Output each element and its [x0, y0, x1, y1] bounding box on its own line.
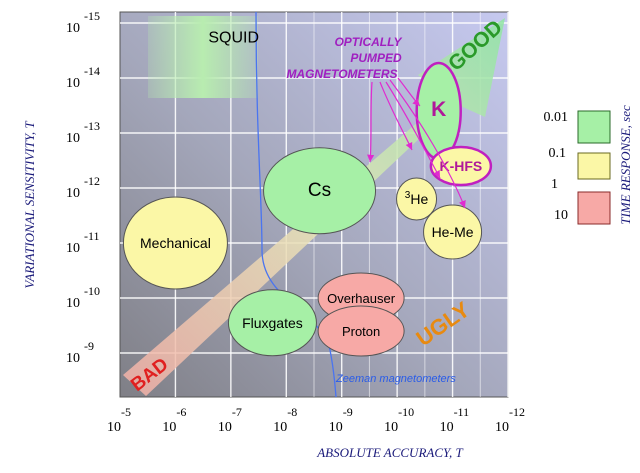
- x-tick-exponent: -7: [232, 405, 242, 419]
- x-tick-base: 10: [107, 420, 121, 435]
- optically-pumped-line-1: OPTICALLY: [334, 35, 402, 49]
- y-tick-base: 10: [66, 351, 80, 366]
- sensor-ellipse-fluxgates: [227, 289, 317, 357]
- x-tick-base: 10: [495, 420, 509, 435]
- x-tick-exponent: -6: [176, 405, 186, 419]
- sensor-label-k: K: [431, 98, 446, 121]
- sensor-ellipse-khfs: [429, 145, 493, 187]
- x-tick-exponent: -9: [343, 405, 353, 419]
- sensor-label-proton: Proton: [342, 324, 380, 339]
- y-tick-exponent: -15: [84, 9, 100, 23]
- y-tick-exponent: -11: [84, 229, 100, 243]
- y-tick-base: 10: [66, 296, 80, 311]
- x-tick-base: 10: [162, 420, 176, 435]
- sensor-label-squid: SQUID: [208, 30, 259, 47]
- optically-pumped-line-2: PUMPED: [350, 51, 402, 65]
- sensor-label-khfs: K-HFS: [439, 158, 482, 174]
- sensor-label-he3: 3He: [405, 190, 429, 207]
- x-tick-exponent: -10: [398, 405, 414, 419]
- x-tick-exponent: -12: [509, 405, 525, 419]
- squid-region: [148, 16, 258, 98]
- y-tick-exponent: -13: [84, 119, 100, 133]
- sensor-ellipse-he3: [396, 177, 438, 221]
- sensor-ellipse-cs: [263, 147, 377, 235]
- x-tick-exponent: -5: [121, 405, 131, 419]
- x-tick-base: 10: [440, 420, 454, 435]
- y-tick-base: 10: [66, 131, 80, 146]
- y-tick-exponent: -10: [84, 284, 100, 298]
- sensor-ellipse-proton: [317, 305, 405, 357]
- sensor-ellipses: SQUID Mechanical Fluxgates Cs Overhauser Prot…: [122, 30, 493, 357]
- legend-swatch-red: [577, 191, 611, 225]
- x-tick-base: 10: [218, 420, 232, 435]
- y-tick-exponent: -9: [84, 339, 94, 353]
- y-tick-base: 10: [66, 76, 80, 91]
- legend-label-2: 1: [551, 177, 558, 192]
- legend-label-3: 10: [554, 208, 568, 223]
- sensor-ellipse-mechanical: [122, 196, 228, 290]
- y-tick-exponent: -14: [84, 64, 100, 78]
- x-tick-base: 10: [384, 420, 398, 435]
- sensor-label-heme: He-Me: [432, 224, 474, 240]
- zeeman-label: Zeeman magnetometers: [335, 373, 456, 385]
- legend: 0.01 0.1 1 10 TIME RESPONSE, sec: [544, 105, 634, 225]
- x-tick-exponent: -11: [454, 405, 470, 419]
- x-tick-base: 10: [329, 420, 343, 435]
- legend-title: TIME RESPONSE, sec: [618, 105, 633, 225]
- y-axis-label: VARIATIONAL SENSITIVITY, T: [22, 121, 37, 289]
- y-tick-labels: 10 -9 10 -10 10 -11 10 -12 10 -13 10 -14 10 -15: [66, 9, 100, 366]
- quality-arrow: [123, 18, 505, 396]
- sensor-label-cs: Cs: [308, 180, 331, 201]
- optically-pumped-line-3: MAGNETOMETERS: [286, 67, 397, 81]
- sensor-label-fluxgates: Fluxgates: [242, 315, 303, 331]
- sensor-label-overhauser: Overhauser: [327, 291, 396, 306]
- optically-pumped-label: OPTICALLY PUMPED MAGNETOMETERS: [286, 35, 402, 81]
- legend-label-0: 0.01: [544, 110, 569, 125]
- y-tick-base: 10: [66, 21, 80, 36]
- zeeman-boundary: [255, 11, 337, 398]
- x-tick-base: 10: [273, 420, 287, 435]
- sensor-ellipse-heme: [423, 204, 483, 260]
- legend-label-1: 0.1: [549, 146, 567, 161]
- legend-swatch-yellow: [577, 152, 611, 180]
- x-tick-exponent: -8: [287, 405, 297, 419]
- legend-swatch-green: [577, 110, 611, 144]
- sensor-label-mechanical: Mechanical: [140, 235, 211, 251]
- x-axis-label: ABSOLUTE ACCURACY, T: [316, 445, 463, 460]
- y-tick-exponent: -12: [84, 174, 100, 188]
- y-tick-base: 10: [66, 186, 80, 201]
- optically-pumped-arrows: [367, 77, 466, 209]
- y-tick-base: 10: [66, 241, 80, 256]
